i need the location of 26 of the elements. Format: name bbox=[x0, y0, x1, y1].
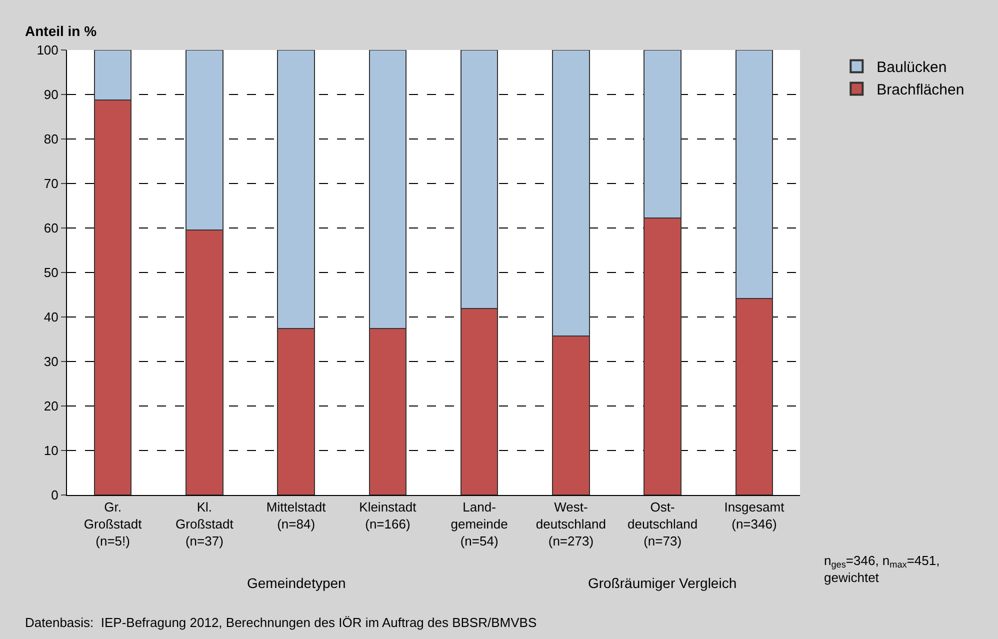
y-tick-label: 100 bbox=[36, 42, 58, 58]
y-tick-label: 20 bbox=[44, 398, 58, 414]
x-tick-label: Land- gemeinde (n=54) bbox=[450, 500, 508, 548]
text: n$_{ges}$=346, n$_{max}$=451, gewichtet bbox=[824, 553, 940, 585]
x-tick-label: West- deutschland (n=273) bbox=[536, 500, 606, 548]
y-tick-label: 0 bbox=[51, 488, 58, 503]
text: Großräumiger Vergleich bbox=[588, 575, 737, 591]
y-tick-label: 50 bbox=[44, 265, 58, 280]
text: Gemeindetypen bbox=[247, 575, 346, 591]
x-tick-label: Ost- deutschland (n=73) bbox=[627, 500, 698, 548]
legend-label: Baulücken bbox=[876, 59, 947, 76]
y-axis-title: Anteil in % bbox=[25, 23, 98, 39]
y-tick-label: 80 bbox=[44, 132, 58, 147]
y-tick-label: 40 bbox=[44, 310, 58, 325]
legend-label: Brachflächen bbox=[876, 82, 964, 99]
x-tick-label: Mittelstadt (n=84) bbox=[266, 500, 326, 532]
text: Datenbasis: IEP-Befragung 2012, Berechnungen des IÖR im Auftrag des BBSR/BMVBS bbox=[25, 615, 537, 630]
x-tick-label: Kleinstadt (n=166) bbox=[359, 500, 417, 532]
x-tick-label: Insgesamt (n=346) bbox=[724, 500, 785, 532]
y-tick-label: 60 bbox=[44, 220, 58, 236]
y-tick-label: 10 bbox=[44, 443, 58, 458]
y-tick-label: 70 bbox=[44, 176, 58, 192]
x-tick-label: Gr. Großstadt (n=5!) bbox=[84, 500, 142, 548]
x-tick-label: Kl. Großstadt (n=37) bbox=[176, 500, 234, 548]
y-tick-label: 30 bbox=[44, 354, 58, 370]
y-tick-label: 90 bbox=[44, 87, 58, 102]
